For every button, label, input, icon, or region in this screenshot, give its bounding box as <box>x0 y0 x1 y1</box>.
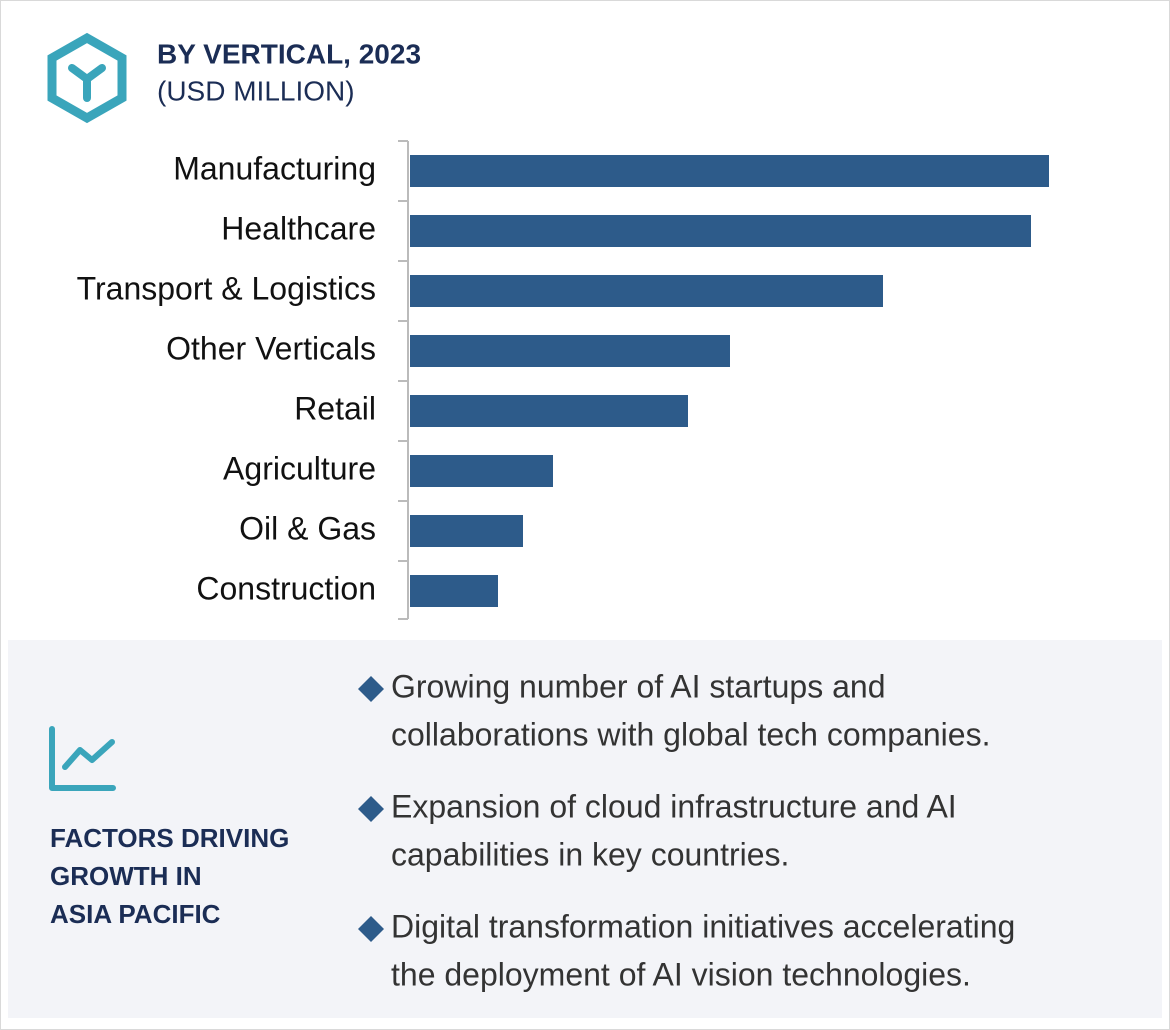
factor-text: the deployment of AI vision technologies… <box>391 956 971 992</box>
bar <box>410 215 1031 247</box>
factor-text: Growing number of AI startups and <box>391 668 885 704</box>
bullet-diamond <box>358 916 384 942</box>
chart-subtitle: (USD MILLION) <box>157 75 355 106</box>
bullet-diamond <box>358 676 384 702</box>
category-label: Transport & Logistics <box>77 270 376 306</box>
bar <box>410 395 688 427</box>
category-label: Retail <box>294 390 376 426</box>
category-label: Other Verticals <box>166 330 376 366</box>
category-label: Construction <box>196 570 376 606</box>
bullet-diamond <box>358 796 384 822</box>
bar <box>410 515 523 547</box>
factors-panel <box>8 640 1162 1018</box>
category-label: Agriculture <box>223 450 376 486</box>
bar <box>410 455 553 487</box>
factors-title: GROWTH IN <box>50 861 202 891</box>
factors-title: ASIA PACIFIC <box>50 899 221 929</box>
category-label: Healthcare <box>221 210 376 246</box>
category-label: Manufacturing <box>173 150 376 186</box>
bar <box>410 575 498 607</box>
factor-text: Expansion of cloud infrastructure and AI <box>391 788 957 824</box>
trend-icon <box>49 726 116 791</box>
bar <box>410 155 1049 187</box>
factor-text: capabilities in key countries. <box>391 836 789 872</box>
factor-text: Digital transformation initiatives accel… <box>391 908 1015 944</box>
bar <box>410 275 883 307</box>
bar <box>410 335 730 367</box>
chart-title: BY VERTICAL, 2023 <box>157 38 421 69</box>
factor-text: collaborations with global tech companie… <box>391 716 990 752</box>
factors-title: FACTORS DRIVING <box>50 823 289 853</box>
hex-icon <box>47 32 127 124</box>
category-label: Oil & Gas <box>239 510 376 546</box>
